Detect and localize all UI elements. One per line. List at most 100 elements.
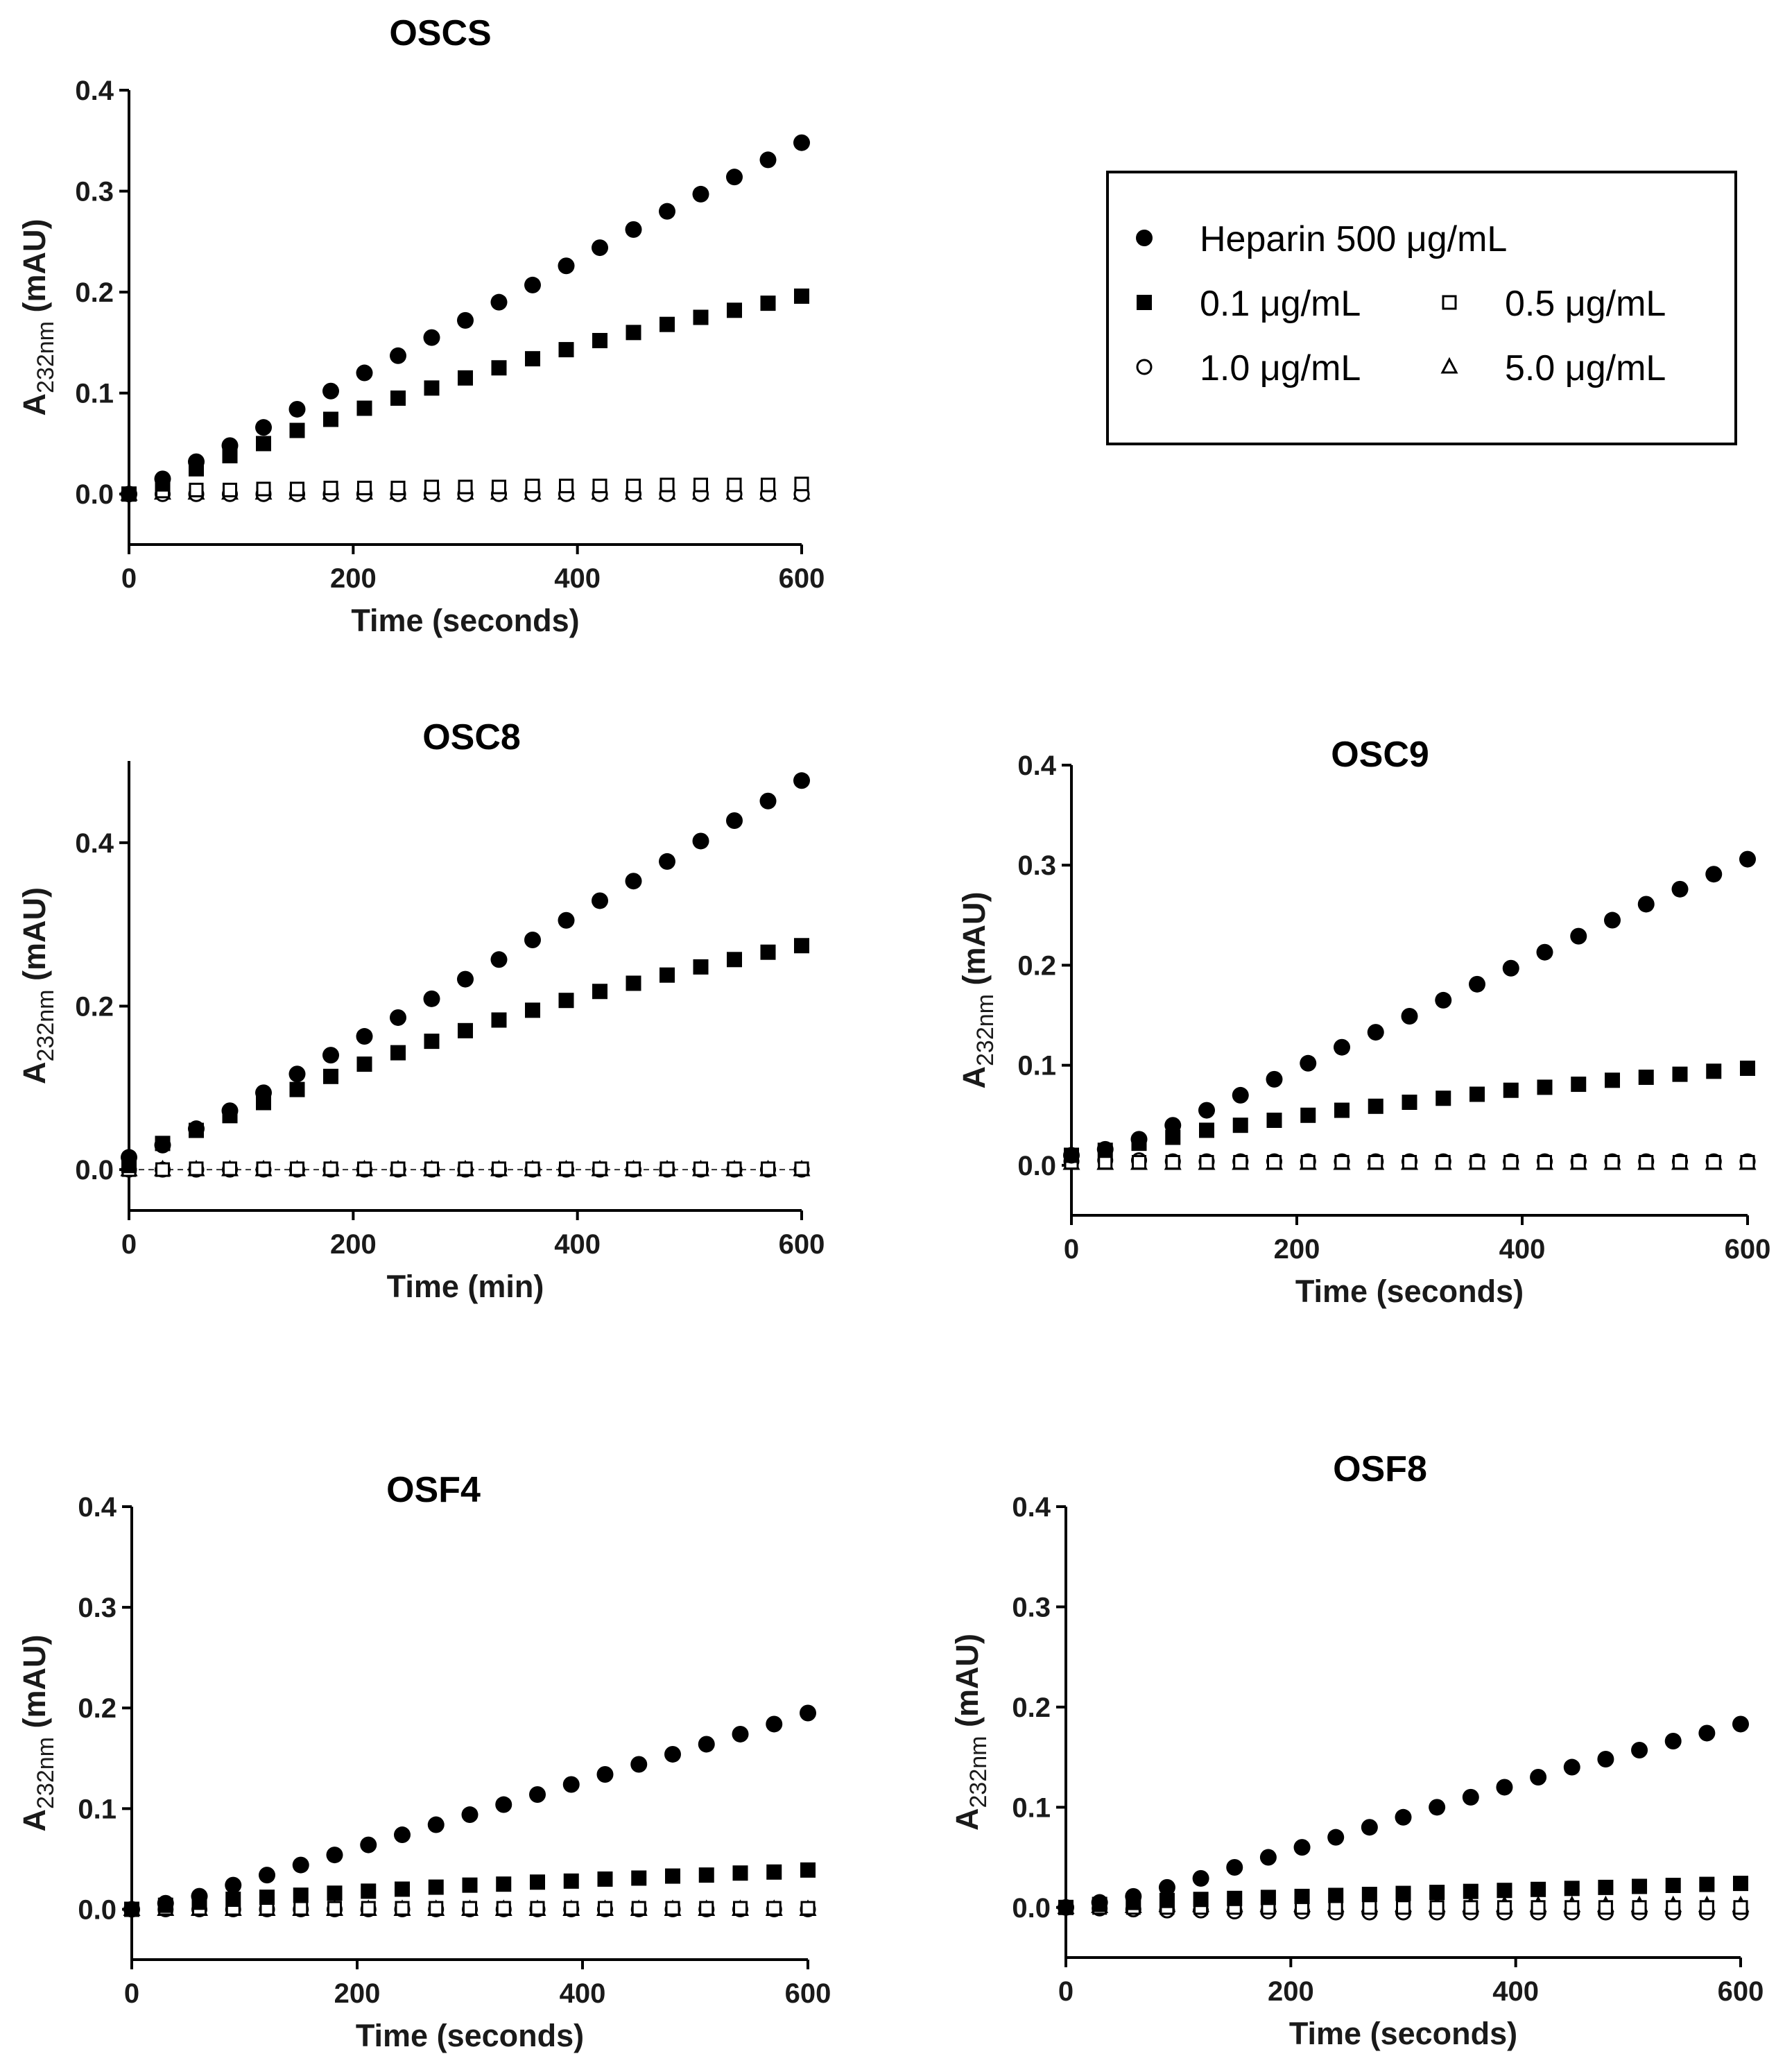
x-axis-title-osf4: Time (seconds) — [356, 2018, 584, 2053]
point-osf4-0-5-g-ml-17 — [699, 1901, 714, 1916]
y-axis-title-osf8: A232nm (mAU) — [949, 1634, 992, 1831]
x-axis-title-oscs: Time (seconds) — [351, 603, 579, 638]
x-tick-label-osf8-3: 600 — [1718, 1976, 1764, 2007]
point-osc8-0-5-g-ml-4 — [256, 1161, 271, 1176]
point-osf8-heparin-500-g-ml-5 — [1226, 1859, 1243, 1876]
point-osf8-heparin-500-g-ml-10 — [1395, 1808, 1412, 1826]
point-osc9-heparin-500-g-ml-5 — [1232, 1086, 1249, 1104]
y-tick-label-osf4-1: 0.1 — [78, 1794, 117, 1824]
point-osf8-heparin-500-g-ml-8 — [1327, 1829, 1345, 1846]
point-oscs-0-5-g-ml-8 — [390, 480, 406, 495]
point-oscs-0-5-g-ml-13 — [559, 479, 574, 494]
point-osf4-heparin-500-g-ml-2 — [191, 1887, 208, 1905]
x-tick-label-oscs-2: 400 — [554, 563, 601, 594]
point-osc8-0-1-g-ml-14 — [592, 984, 607, 1000]
point-osc8-0-1-g-ml-15 — [626, 975, 641, 991]
y-tick-label-osc9-1: 0.1 — [1017, 1051, 1056, 1081]
point-osf8-0-5-g-ml-15 — [1564, 1900, 1580, 1915]
point-osf4-heparin-500-g-ml-7 — [360, 1836, 377, 1853]
point-oscs-heparin-500-g-ml-15 — [625, 221, 642, 238]
point-osc9-0-1-g-ml-6 — [1266, 1112, 1282, 1128]
point-osc9-0-5-g-ml-16 — [1605, 1155, 1620, 1170]
point-osf4-0-1-g-ml-15 — [631, 1870, 647, 1886]
point-osc8-heparin-500-g-ml-20 — [793, 772, 810, 789]
point-osf4-0-1-g-ml-17 — [698, 1867, 714, 1883]
point-osc9-0-5-g-ml-2 — [1132, 1155, 1146, 1170]
point-osf4-0-5-g-ml-15 — [631, 1901, 646, 1916]
y-tick-label-oscs-4: 0.4 — [75, 76, 114, 106]
y-tick-label-osf4-3: 0.3 — [78, 1593, 117, 1623]
point-osf4-heparin-500-g-ml-18 — [732, 1725, 749, 1743]
legend-marker-5-0-g-ml — [1440, 357, 1458, 374]
point-oscs-heparin-500-g-ml-2 — [188, 453, 205, 470]
point-osc9-heparin-500-g-ml-6 — [1266, 1070, 1283, 1088]
point-oscs-heparin-500-g-ml-10 — [457, 311, 474, 329]
point-osc8-0-1-g-ml-9 — [424, 1034, 440, 1050]
y-tick-label-osf8-1: 0.1 — [1012, 1792, 1051, 1823]
point-osf8-0-1-g-ml-5 — [1227, 1890, 1243, 1906]
x-tick-label-osf8-0: 0 — [1058, 1976, 1074, 2007]
point-osc8-0-5-g-ml-20 — [794, 1161, 809, 1176]
point-osc8-0-1-g-ml-13 — [558, 993, 574, 1009]
point-osf4-0-1-g-ml-5 — [293, 1887, 309, 1903]
point-osc8-heparin-500-g-ml-13 — [558, 911, 575, 929]
point-oscs-0-5-g-ml-2 — [189, 482, 204, 497]
series-osf4-heparin-500-g-ml — [123, 1704, 816, 1918]
y-axis-title-osc9: A232nm (mAU) — [956, 892, 999, 1089]
point-oscs-0-1-g-ml-4 — [256, 436, 271, 452]
x-tick-label-osf4-1: 200 — [334, 1978, 381, 2009]
legend-label-0-5: 0.5 μg/mL — [1505, 284, 1666, 324]
chart-panel-osc9: OSC9 0.0 0.1 0.2 0.3 0.4 0 200 400 600 Time (secon… — [956, 735, 1770, 1309]
point-osc9-heparin-500-g-ml-18 — [1671, 880, 1689, 898]
point-oscs-0-5-g-ml-15 — [626, 479, 641, 494]
point-osc8-0-1-g-ml-10 — [458, 1022, 473, 1038]
point-osc8-heparin-500-g-ml-14 — [592, 892, 608, 909]
legend-marker-1-0-g-ml — [1136, 359, 1153, 375]
point-oscs-0-1-g-ml-6 — [323, 411, 338, 427]
y-tick-label-oscs-1: 0.1 — [75, 379, 114, 409]
y-tick-label-osc8-1: 0.2 — [75, 991, 114, 1022]
point-osc8-0-5-g-ml-16 — [659, 1161, 675, 1176]
point-osc8-0-5-g-ml-11 — [492, 1161, 506, 1176]
point-osc9-0-5-g-ml-8 — [1334, 1155, 1350, 1170]
y-tick-label-osc9-3: 0.3 — [1017, 850, 1056, 881]
point-osf4-heparin-500-g-ml-5 — [292, 1856, 309, 1874]
point-osc8-0-1-g-ml-20 — [794, 938, 809, 954]
point-oscs-0-5-g-ml-9 — [424, 479, 439, 495]
point-osf8-0-1-g-ml-16 — [1598, 1879, 1614, 1895]
point-osf8-0-5-g-ml-20 — [1733, 1900, 1748, 1915]
point-osc9-0-5-g-ml-6 — [1267, 1155, 1282, 1170]
chart-panel-osf8: OSF8 0.0 0.1 0.2 0.3 0.4 0 200 400 600 Time (secon… — [949, 1449, 1764, 2051]
y-tick-label-osc9-0: 0.0 — [1017, 1151, 1056, 1181]
point-osf4-0-1-g-ml-11 — [496, 1876, 512, 1892]
point-osc8-0-1-g-ml-16 — [659, 967, 675, 983]
point-osf4-heparin-500-g-ml-6 — [326, 1847, 343, 1864]
point-osc9-heparin-500-g-ml-15 — [1570, 927, 1587, 945]
point-osf8-0-1-g-ml-11 — [1429, 1885, 1445, 1901]
point-oscs-0-1-g-ml-12 — [525, 351, 540, 367]
point-osc8-0-1-g-ml-8 — [390, 1045, 406, 1061]
series-osc9-0-5-g-ml — [1064, 1155, 1755, 1170]
point-osc9-heparin-500-g-ml-2 — [1130, 1131, 1148, 1148]
point-osc9-heparin-500-g-ml-16 — [1604, 911, 1621, 929]
x-axis-title-osf8: Time (seconds) — [1289, 2016, 1517, 2051]
point-osc8-0-1-g-ml-6 — [323, 1068, 338, 1084]
point-osf8-heparin-500-g-ml-17 — [1631, 1742, 1648, 1758]
point-oscs-heparin-500-g-ml-0 — [121, 486, 137, 503]
point-osc9-0-1-g-ml-18 — [1672, 1066, 1688, 1082]
chart-panel-osf4: OSF4 0.0 0.1 0.2 0.3 0.4 0 200 400 600 Time (secon… — [17, 1470, 831, 2053]
point-osc8-0-5-g-ml-7 — [357, 1161, 372, 1176]
point-osc8-0-5-g-ml-19 — [761, 1161, 775, 1176]
y-tick-label-osf8-3: 0.3 — [1012, 1592, 1051, 1623]
point-osc9-0-5-g-ml-7 — [1300, 1155, 1316, 1170]
point-osf8-0-5-g-ml-18 — [1666, 1900, 1681, 1915]
point-osc8-0-1-g-ml-7 — [356, 1056, 372, 1072]
point-osc9-0-5-g-ml-15 — [1571, 1155, 1586, 1170]
point-osf8-0-1-g-ml-18 — [1665, 1878, 1681, 1893]
point-osf8-0-1-g-ml-8 — [1328, 1887, 1344, 1903]
legend-label-heparin-500: Heparin 500 μg/mL — [1200, 219, 1507, 259]
y-tick-label-osc8-0: 0.0 — [75, 1155, 114, 1185]
point-osc8-0-1-g-ml-11 — [491, 1012, 507, 1028]
x-tick-label-osc8-3: 600 — [779, 1229, 825, 1260]
point-oscs-heparin-500-g-ml-17 — [692, 185, 709, 203]
